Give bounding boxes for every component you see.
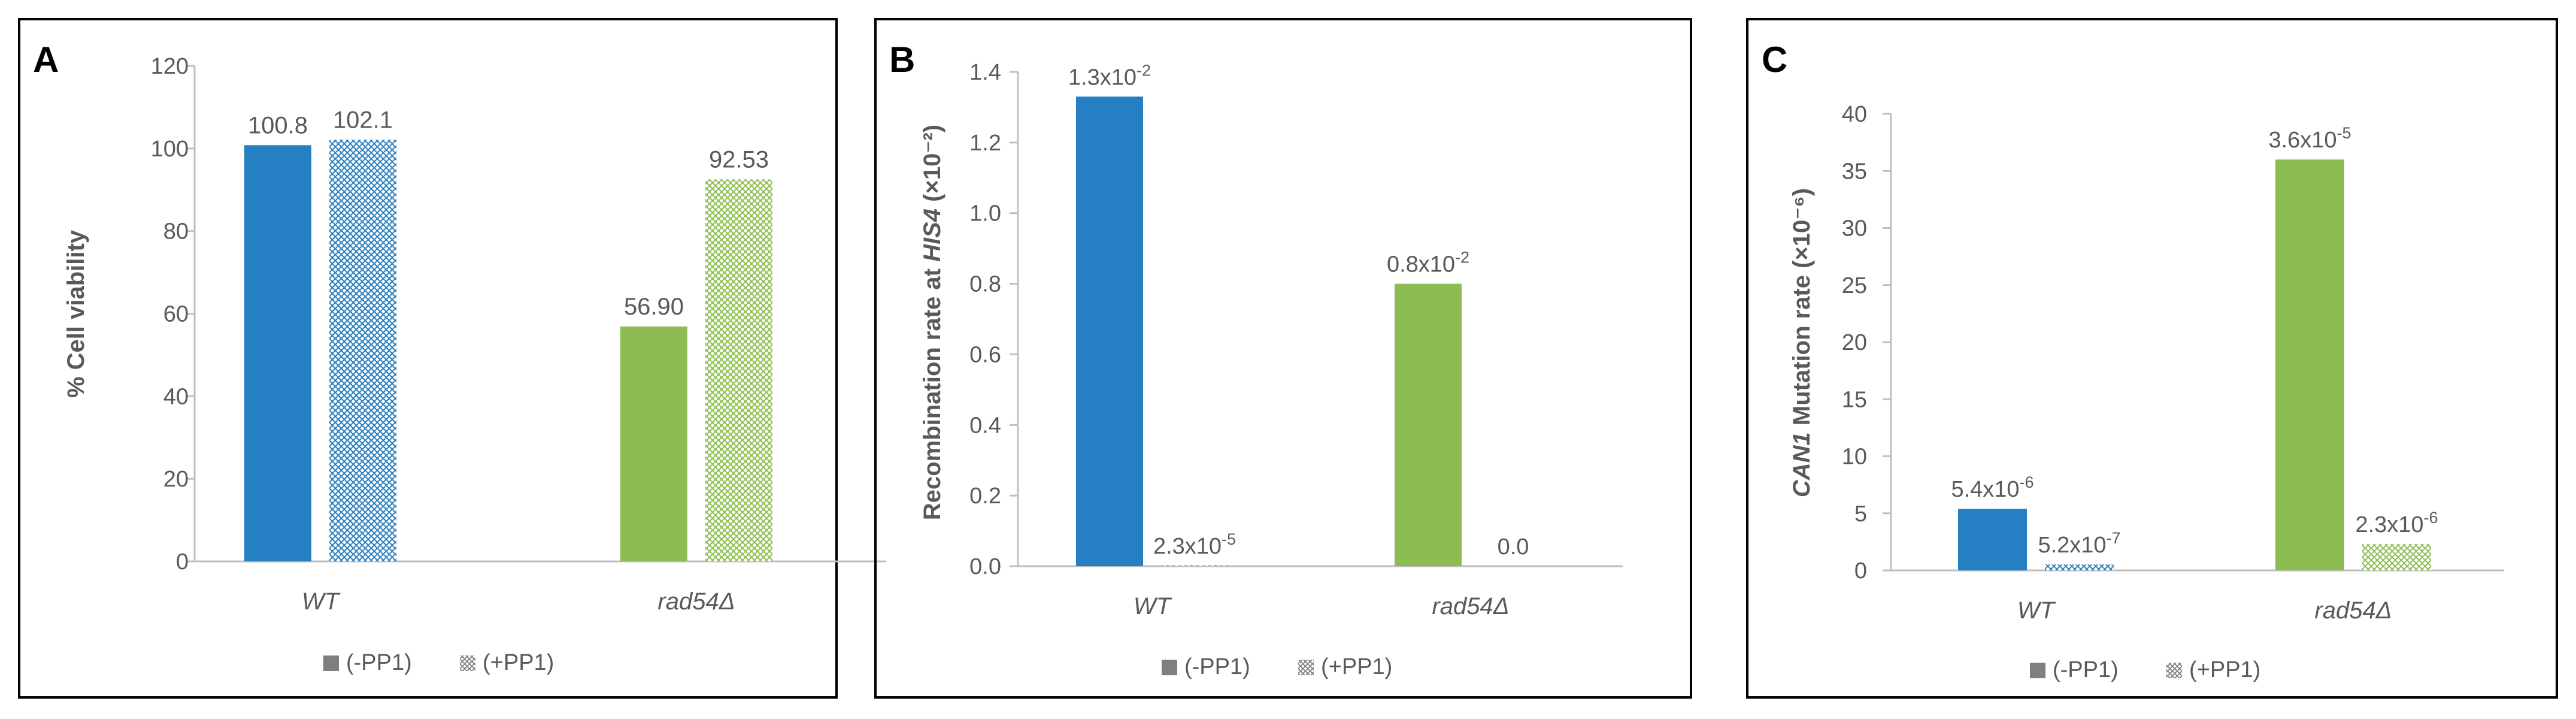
legend-label-plus-pp1: (+PP1) [483, 650, 554, 675]
y-tick-label: 35 [1842, 159, 1867, 184]
panel-letter: A [33, 40, 59, 80]
bar-wt-plus-pp1 [329, 140, 396, 561]
data-label: 92.53 [709, 146, 769, 173]
chart-panel-a: A 0 20 40 60 80 100 120 % Cell viability 100.8 102… [18, 18, 886, 699]
data-label: 100.8 [248, 112, 308, 138]
legend-label-minus-pp1: (-PP1) [346, 650, 412, 675]
bar-rad54-plus-pp1 [705, 179, 772, 561]
data-label: 1.3x10-2 [1068, 61, 1151, 90]
category-label: rad54Δ [1432, 593, 1509, 620]
bar-wt-minus-pp1 [1958, 509, 2027, 570]
y-axis-title: CAN1 Mutation rate (×10⁻⁶) [1789, 188, 1815, 497]
legend-label-plus-pp1: (+PP1) [1321, 654, 1392, 679]
legend-swatch-plus-pp1 [1298, 660, 1314, 675]
category-label: WT [1134, 593, 1172, 620]
bar-rad54-minus-pp1 [1395, 283, 1462, 566]
legend-label-minus-pp1: (-PP1) [1184, 654, 1250, 679]
bar-wt-minus-pp1 [244, 145, 311, 561]
chart-panel-b: B 0.0 0.2 0.4 0.6 0.8 1.0 1.2 1.4 Recombination r… [874, 18, 1692, 699]
y-axis-title: % Cell viability [63, 229, 89, 398]
y-tick-label: 40 [1842, 102, 1867, 127]
y-tick-label: 40 [163, 384, 189, 409]
chart-panel-c: C 0 5 10 15 20 25 30 35 40 CAN1 Mutation rate (×10… [1746, 18, 2558, 699]
panel-frame [18, 18, 838, 699]
bar-rad54-minus-pp1 [620, 326, 687, 561]
data-label: 102.1 [333, 107, 393, 133]
data-label: 5.4x10-6 [1951, 473, 2033, 502]
y-tick-label: 20 [1842, 330, 1867, 355]
category-label: rad54Δ [657, 588, 735, 615]
legend-swatch-plus-pp1 [2166, 663, 2182, 678]
y-tick-label: 15 [1842, 387, 1867, 412]
y-axis-title: Recombination rate at HIS4 (×10⁻²) [919, 125, 945, 520]
y-tick-label: 0.8 [969, 272, 1001, 297]
category-label: WT [2017, 597, 2056, 624]
legend-swatch-minus-pp1 [323, 655, 339, 671]
data-label: 3.6x10-5 [2268, 124, 2351, 153]
category-label: WT [302, 588, 341, 615]
y-tick-label: 60 [163, 302, 189, 327]
legend-swatch-minus-pp1 [2030, 663, 2045, 678]
y-tick-label: 80 [163, 219, 189, 244]
data-label: 0.8x10-2 [1387, 249, 1469, 277]
data-label: 0.0 [1498, 534, 1529, 560]
data-label: 56.90 [624, 294, 684, 320]
y-tick-label: 1.2 [969, 131, 1001, 156]
bar-rad54-minus-pp1 [2275, 159, 2344, 570]
legend-swatch-plus-pp1 [460, 655, 475, 671]
y-tick-label: 10 [1842, 445, 1867, 470]
y-tick-label: 0.0 [969, 554, 1001, 579]
y-tick-label: 1.0 [969, 201, 1001, 226]
category-label: rad54Δ [2314, 597, 2392, 624]
legend-label-plus-pp1: (+PP1) [2189, 657, 2260, 682]
bar-rad54-plus-pp1 [2362, 544, 2431, 570]
data-label: 2.3x10-5 [1153, 530, 1236, 559]
panel-frame [1746, 18, 2558, 699]
panel-frame [874, 18, 1692, 699]
y-tick-label: 0 [1854, 558, 1867, 584]
data-label: 5.2x10-7 [2038, 529, 2120, 558]
y-tick-label: 0.2 [969, 484, 1001, 509]
y-tick-label: 1.4 [969, 60, 1001, 85]
y-tick-label: 5 [1854, 502, 1867, 527]
y-tick-label: 100 [151, 137, 189, 162]
y-tick-label: 0.6 [969, 342, 1001, 367]
legend-label-minus-pp1: (-PP1) [2053, 657, 2119, 682]
y-tick-label: 120 [151, 54, 189, 79]
panel-letter: C [1762, 40, 1787, 80]
legend-swatch-minus-pp1 [1162, 660, 1177, 675]
y-tick-label: 25 [1842, 273, 1867, 298]
panel-letter: B [889, 40, 915, 80]
y-tick-label: 20 [163, 467, 189, 492]
bar-wt-plus-pp1 [2045, 564, 2114, 570]
bar-wt-minus-pp1 [1076, 96, 1143, 566]
y-tick-label: 30 [1842, 216, 1867, 241]
data-label: 2.3x10-6 [2355, 509, 2438, 537]
y-tick-label: 0 [176, 549, 189, 575]
y-tick-label: 0.4 [969, 413, 1001, 438]
